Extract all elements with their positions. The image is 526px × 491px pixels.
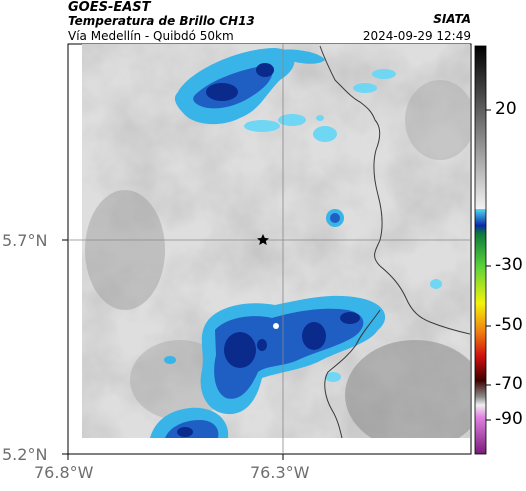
axis-ticks bbox=[62, 239, 284, 460]
cold-cloud-tops bbox=[150, 48, 442, 438]
colorbar bbox=[474, 45, 487, 455]
colorbar-tick-label: -70 bbox=[495, 374, 523, 394]
satellite-name: GOES-EAST bbox=[68, 0, 151, 15]
y-tick-label: 5.7°N bbox=[2, 231, 48, 250]
route-subtitle: Vía Medellín - Quibdó 50km bbox=[68, 29, 234, 43]
colorbar-tick-label: -50 bbox=[495, 315, 523, 335]
x-tick-label: 76.8°W bbox=[34, 463, 94, 482]
agency-label: SIATA bbox=[433, 12, 471, 26]
administrative-border-line-2 bbox=[324, 309, 381, 438]
graticule bbox=[68, 44, 471, 454]
colorbar-ticks bbox=[486, 109, 491, 421]
datetime-label: 2024-09-29 12:49 bbox=[362, 29, 471, 43]
y-tick-label: 5.2°N bbox=[2, 445, 48, 464]
star-icon bbox=[257, 234, 269, 245]
colorbar-tick-label: -30 bbox=[495, 255, 523, 275]
administrative-border-line bbox=[319, 45, 470, 335]
x-tick-label: 76.3°W bbox=[250, 463, 310, 482]
colorbar-tick-label: -90 bbox=[495, 409, 523, 429]
colorbar-tick-label: 20 bbox=[495, 99, 517, 119]
product-title: Temperatura de Brillo CH13 bbox=[68, 14, 255, 28]
brightness-temperature-field bbox=[82, 44, 470, 438]
